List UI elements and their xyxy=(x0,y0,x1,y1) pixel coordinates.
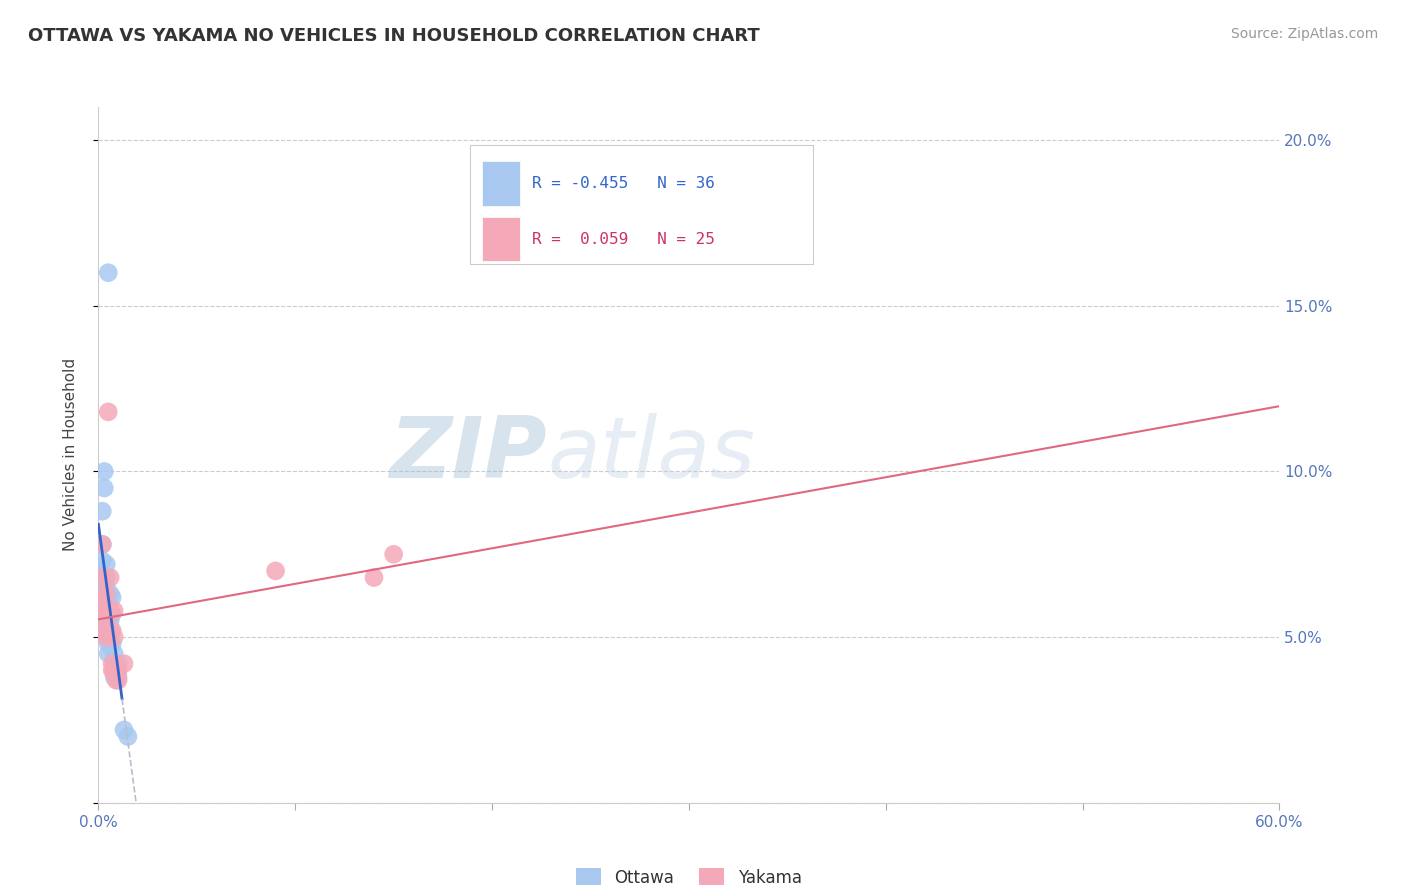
Point xyxy=(98,604,121,618)
Point xyxy=(97,647,120,661)
Point xyxy=(98,587,121,601)
Point xyxy=(264,564,287,578)
Point xyxy=(103,663,125,677)
Point xyxy=(93,604,115,618)
Point xyxy=(97,637,120,651)
FancyBboxPatch shape xyxy=(482,217,520,261)
Point xyxy=(91,570,114,584)
Point xyxy=(91,554,114,568)
Text: OTTAWA VS YAKAMA NO VEHICLES IN HOUSEHOLD CORRELATION CHART: OTTAWA VS YAKAMA NO VEHICLES IN HOUSEHOL… xyxy=(28,27,759,45)
Point xyxy=(96,630,118,644)
Point xyxy=(103,630,125,644)
Point xyxy=(101,607,124,621)
Point xyxy=(96,570,118,584)
Point xyxy=(107,663,129,677)
Point xyxy=(107,673,129,688)
Point xyxy=(101,657,124,671)
Point xyxy=(103,670,125,684)
Text: ZIP: ZIP xyxy=(389,413,547,497)
Point xyxy=(91,504,114,518)
FancyBboxPatch shape xyxy=(471,145,813,264)
Point xyxy=(98,604,121,618)
Point xyxy=(363,570,385,584)
Text: atlas: atlas xyxy=(547,413,755,497)
Point xyxy=(93,614,115,628)
FancyBboxPatch shape xyxy=(482,161,520,206)
Point xyxy=(101,591,124,605)
Point xyxy=(103,604,125,618)
Point xyxy=(91,597,114,611)
Point xyxy=(91,570,114,584)
Point xyxy=(97,614,120,628)
Point xyxy=(93,616,115,631)
Text: R =  0.059   N = 25: R = 0.059 N = 25 xyxy=(531,232,714,247)
Point xyxy=(98,614,121,628)
Point xyxy=(91,624,114,638)
Point xyxy=(96,587,118,601)
Point xyxy=(91,604,114,618)
Y-axis label: No Vehicles in Household: No Vehicles in Household xyxy=(63,359,77,551)
Point xyxy=(97,604,120,618)
Text: Source: ZipAtlas.com: Source: ZipAtlas.com xyxy=(1230,27,1378,41)
Point xyxy=(91,591,114,605)
Point xyxy=(91,581,114,595)
Point xyxy=(103,647,125,661)
Point xyxy=(91,537,114,551)
Point xyxy=(93,465,115,479)
Point xyxy=(112,657,135,671)
Point xyxy=(107,657,129,671)
Point xyxy=(96,581,118,595)
Point xyxy=(93,481,115,495)
Point xyxy=(91,537,114,551)
Point xyxy=(103,657,125,671)
Point xyxy=(101,663,124,677)
Text: R = -0.455   N = 36: R = -0.455 N = 36 xyxy=(531,176,714,191)
Point xyxy=(112,723,135,737)
Point xyxy=(96,614,118,628)
Point xyxy=(101,624,124,638)
Point xyxy=(382,547,405,561)
Point xyxy=(97,630,120,644)
Point xyxy=(97,597,120,611)
Point xyxy=(96,604,118,618)
Legend: Ottawa, Yakama: Ottawa, Yakama xyxy=(569,862,808,892)
Point xyxy=(105,673,128,688)
Point xyxy=(97,266,120,280)
Point xyxy=(97,405,120,419)
Point xyxy=(107,670,129,684)
Point xyxy=(117,730,139,744)
Point xyxy=(101,637,124,651)
Point xyxy=(96,558,118,572)
Point xyxy=(91,591,114,605)
Point xyxy=(98,624,121,638)
Point xyxy=(98,570,121,584)
